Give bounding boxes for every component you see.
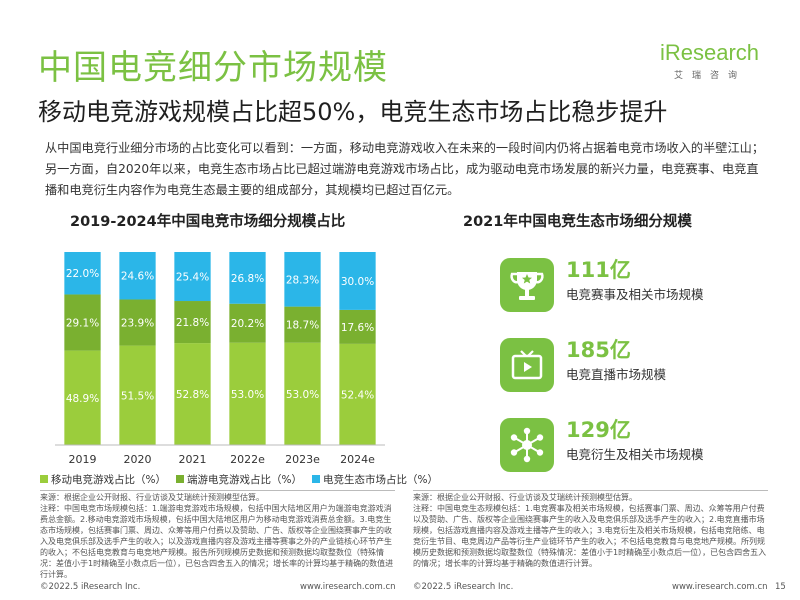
note-left: 来源：根据企业公开财报、行业访谈及艾瑞统计预测模型估算。 注释：中国电竞市场规模… [40,493,394,579]
intro-paragraph: 从中国电竞行业细分市场的占比变化可以看到：一方面，移动电竞游戏收入在未来的一段时… [45,141,765,197]
data-label-2023e-2: 28.3% [286,274,319,286]
trophy-icon [500,258,554,312]
bar-segment-2022e-0 [229,342,266,445]
page-subtitle: 移动电竞游戏规模占比超50%，电竞生态市场占比稳步提升 [38,98,668,126]
data-label-2024e-1: 17.6% [341,322,374,334]
eco-label: 电竞直播市场规模 [566,367,667,382]
bar-segment-2023e-0 [284,342,321,445]
tv-icon [500,338,554,392]
bar-segment-2019-1 [64,294,101,351]
bar-segment-2021-2 [174,252,211,302]
data-label-2022e-1: 20.2% [231,318,264,330]
bar-segment-2022e-1 [229,303,266,343]
eco-value: 111亿 [566,258,631,282]
data-label-2024e-0: 52.4% [341,389,374,401]
bar-segment-2023e-1 [284,306,321,343]
right-divider [413,490,768,491]
data-label-2019-0: 48.9% [66,393,99,405]
eco-chart-title: 2021年中国电竞生态市场细分规模 [463,214,692,230]
x-tick-label: 2021 [179,453,207,466]
legend-swatch [175,475,184,483]
data-label-2019-1: 29.1% [66,318,99,330]
x-tick-label: 2020 [124,453,152,466]
x-tick-label: 2024e [340,453,375,466]
bar-segment-2023e-2 [284,252,321,307]
bar-segment-2022e-2 [229,252,266,304]
data-label-2022e-0: 53.0% [231,389,264,401]
data-label-2024e-2: 30.0% [341,276,374,288]
left-divider [40,490,395,491]
legend-swatch [311,475,320,483]
data-label-2021-1: 21.8% [176,317,209,329]
eco-item-esports-events: 111亿 电竞赛事及相关市场规模 [500,258,760,318]
eco-item-esports-live: 185亿 电竞直播市场规模 [500,338,760,398]
bar-segment-2021-0 [174,343,211,445]
footer-site-left: www.iresearch.com.cn [300,582,396,592]
data-label-2023e-1: 18.7% [286,320,319,332]
eco-label: 电竞赛事及相关市场规模 [566,287,704,302]
bar-segment-2019-2 [64,252,101,295]
footer-copyright-left: ©2022.5 iResearch Inc. [40,582,141,592]
x-tick-label: 2022e [230,453,265,466]
data-label-2022e-2: 26.8% [231,273,264,285]
bar-segment-2020-2 [119,252,156,300]
bar-segment-2024e-0 [339,343,376,445]
data-label-2020-1: 23.9% [121,318,154,330]
data-label-2021-0: 52.8% [176,389,209,401]
logo-subtext: 艾瑞咨询 [674,71,747,81]
bar-segment-2024e-2 [339,252,376,310]
legend-label: 移动电竞游戏占比（%） [51,474,166,486]
eco-value: 129亿 [566,418,631,442]
note-right: 来源：根据企业公开财报、行业访谈及艾瑞统计预测模型估算。 注释：中国电竞生态规模… [413,493,767,568]
x-tick-label: 2019 [69,453,97,466]
data-label-2020-0: 51.5% [121,390,154,402]
legend-label: 电竞生态市场占比（%） [322,474,438,486]
legend-item-0: 移动电竞游戏占比（%） [40,474,166,486]
data-label-2020-2: 24.6% [121,271,154,283]
stacked-bar-chart: 48.9% 29.1% 22.0% 2019 51.5% 23.9% 24.6% 2020 52… [55,252,385,466]
page-title: 中国电竞细分市场规模 [38,48,388,88]
data-label-2021-2: 25.4% [176,272,209,284]
legend-item-2: 电竞生态市场占比（%） [311,474,438,486]
footer-copyright-right: ©2022.5 iResearch Inc. [413,582,514,592]
x-tick-label: 2023e [285,453,320,466]
bar-segment-2020-1 [119,299,156,346]
legend-item-1: 端游电竞游戏占比（%） [175,474,302,486]
chart-legend: 移动电竞游戏占比（%） 端游电竞游戏占比（%） 电竞生态市场占比（%） [40,472,438,487]
bar-segment-2019-0 [64,350,101,445]
bar-segment-2021-1 [174,301,211,344]
logo-text: iResearch [660,40,760,65]
data-label-2023e-0: 53.0% [286,389,319,401]
legend-label: 端游电竞游戏占比（%） [186,474,302,486]
iresearch-logo: iResearch 艾瑞咨询 [660,40,765,81]
page-number: 15 [775,582,786,592]
eco-value: 185亿 [566,338,631,362]
network-icon [500,418,554,472]
stacked-chart-title: 2019-2024年中国电竞市场细分规模占比 [70,214,346,230]
bar-segment-2024e-1 [339,309,376,344]
data-label-2019-2: 22.0% [66,268,99,280]
footer-site-right: www.iresearch.com.cn [672,582,768,592]
bar-segment-2020-0 [119,345,156,445]
legend-swatch [40,475,48,483]
eco-label: 电竞衍生及相关市场规模 [566,447,704,462]
eco-item-esports-derivatives: 129亿 电竞衍生及相关市场规模 [500,418,760,478]
